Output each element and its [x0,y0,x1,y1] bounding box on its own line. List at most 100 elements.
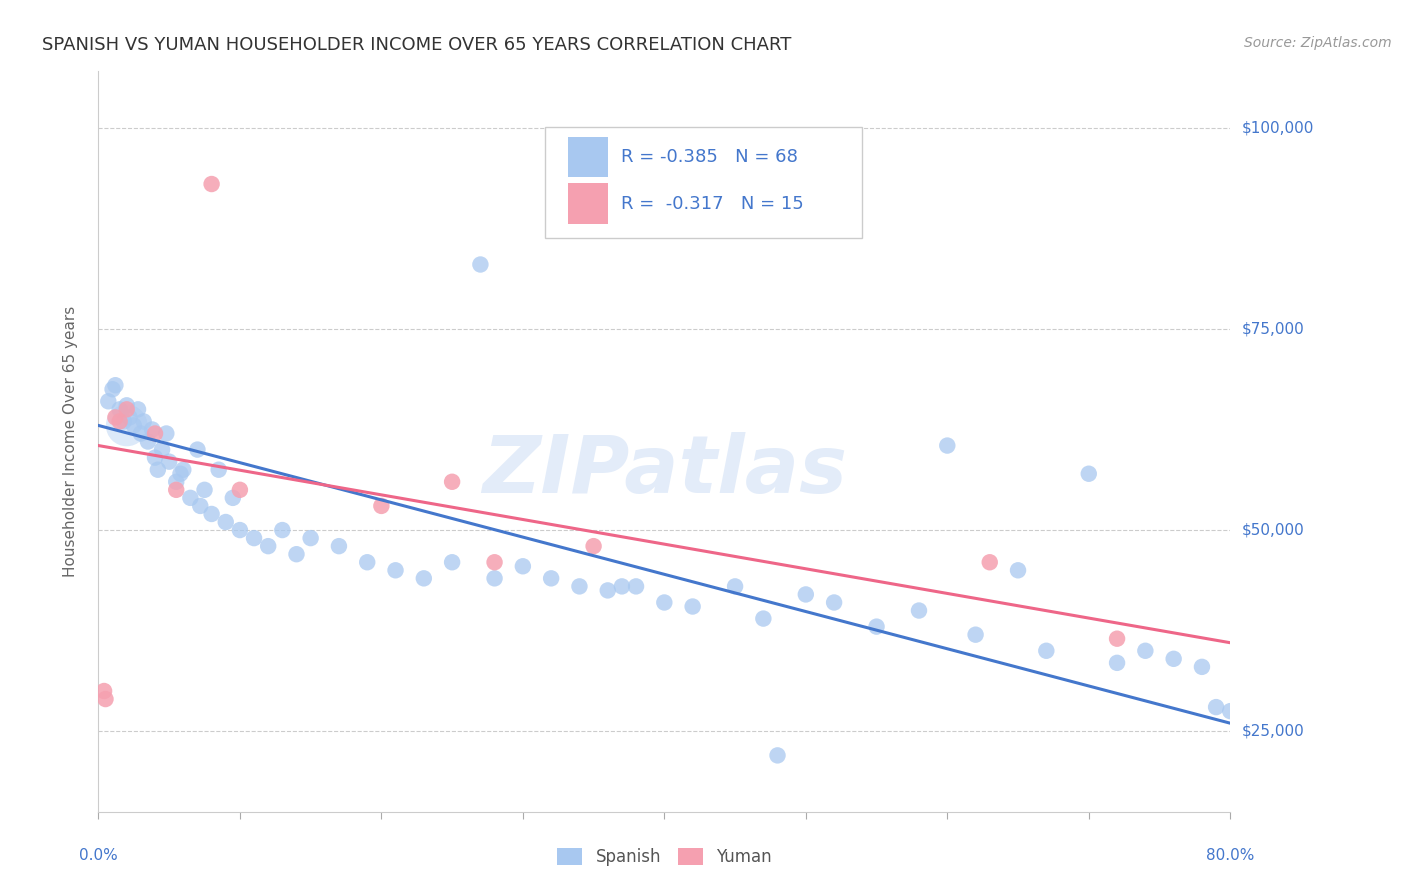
Point [596,583,619,598]
Point [229,523,252,537]
Point [582,539,605,553]
Point [724,579,747,593]
Point [1035,644,1057,658]
Point [1007,563,1029,577]
Point [1135,644,1157,658]
Point [794,587,817,601]
Point [136,434,159,449]
Point [1219,704,1241,718]
Point [512,559,534,574]
Point [356,555,378,569]
Point [188,499,211,513]
Point [299,531,322,545]
Point [150,442,173,457]
Point [370,499,392,513]
Point [108,402,131,417]
Point [766,748,789,763]
Point [201,177,224,191]
Point [752,611,775,625]
Bar [568,183,607,224]
Point [470,258,492,272]
Point [229,483,252,497]
Point [141,422,163,436]
Text: Source: ZipAtlas.com: Source: ZipAtlas.com [1244,36,1392,50]
Point [155,426,177,441]
Point [1077,467,1099,481]
Point [104,378,127,392]
Point [823,595,845,609]
Point [1163,652,1185,666]
Text: 0.0%: 0.0% [79,848,118,863]
Point [186,442,208,457]
Text: $50,000: $50,000 [1241,523,1305,538]
Point [1107,632,1129,646]
Point [93,684,115,698]
Point [201,507,224,521]
Point [257,539,280,553]
Point [104,410,127,425]
Point [165,475,187,489]
Point [132,414,155,428]
Point [127,402,149,417]
Point [122,418,145,433]
Point [243,531,266,545]
Point [936,439,959,453]
Point [1205,700,1227,714]
Point [165,483,187,497]
Point [328,539,350,553]
Point [94,692,117,706]
Point [568,579,591,593]
FancyBboxPatch shape [546,127,862,238]
Point [118,410,141,425]
Point [169,467,191,481]
Point [101,382,124,396]
Point [112,414,135,428]
Point [965,628,987,642]
Point [484,555,506,569]
Y-axis label: Householder Income Over 65 years: Householder Income Over 65 years [63,306,77,577]
Point [1107,656,1129,670]
Text: 80.0%: 80.0% [1206,848,1254,863]
Point [384,563,406,577]
Point [115,398,138,412]
Point [652,595,676,609]
Point [115,402,138,417]
Point [285,547,308,561]
Point [484,571,506,585]
Point [157,455,180,469]
Point [208,463,231,477]
Bar [568,136,607,178]
Text: $75,000: $75,000 [1241,321,1305,336]
Point [108,414,131,428]
Text: R =  -0.317   N = 15: R = -0.317 N = 15 [621,194,804,212]
Text: $25,000: $25,000 [1241,723,1305,739]
Point [143,426,166,441]
Point [129,426,152,441]
Point [172,463,194,477]
Point [441,555,464,569]
Point [682,599,704,614]
Point [179,491,201,505]
Point [610,579,633,593]
Point [441,475,464,489]
Point [215,515,238,529]
Point [540,571,562,585]
Text: $100,000: $100,000 [1241,120,1313,136]
Point [1191,660,1213,674]
Legend: Spanish, Yuman: Spanish, Yuman [557,848,772,866]
Text: ZIPatlas: ZIPatlas [482,432,846,510]
Point [222,491,245,505]
Point [271,523,294,537]
Point [979,555,1001,569]
Point [412,571,434,585]
Point [143,450,166,465]
Text: SPANISH VS YUMAN HOUSEHOLDER INCOME OVER 65 YEARS CORRELATION CHART: SPANISH VS YUMAN HOUSEHOLDER INCOME OVER… [42,36,792,54]
Text: R = -0.385   N = 68: R = -0.385 N = 68 [621,148,799,166]
Point [865,619,887,633]
Point [115,418,138,433]
Point [624,579,647,593]
Point [146,463,169,477]
Point [193,483,215,497]
Point [97,394,120,409]
Point [908,603,931,617]
